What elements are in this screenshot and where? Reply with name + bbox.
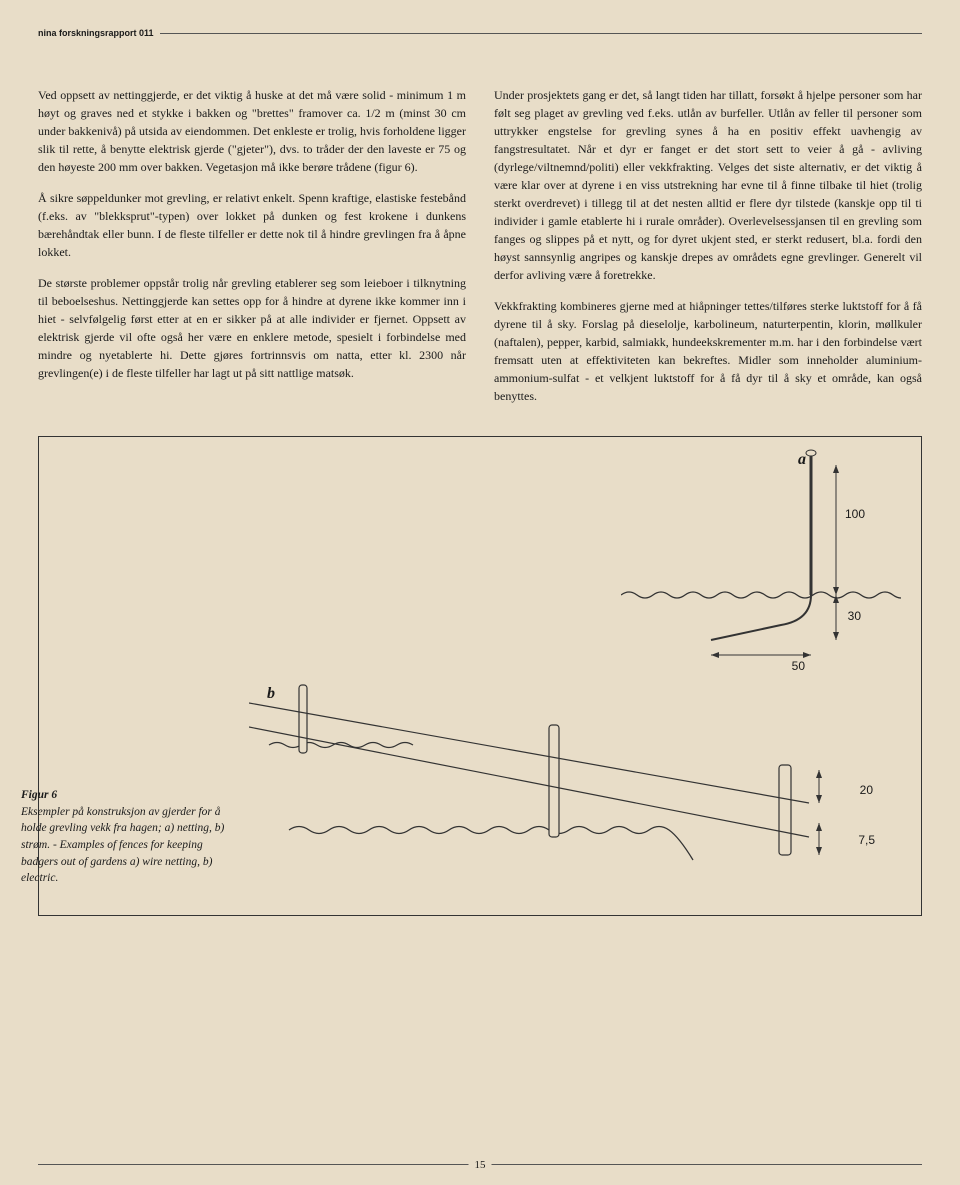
diagram-b	[249, 665, 909, 905]
dimension-100: 100	[845, 507, 865, 521]
page-header: nina forskningsrapport 011	[38, 28, 922, 38]
dimension-20: 20	[860, 783, 873, 797]
report-id: nina forskningsrapport 011	[38, 28, 160, 38]
left-column: Ved oppsett av nettinggjerde, er det vik…	[38, 86, 466, 418]
page-number: 15	[469, 1159, 492, 1171]
paragraph: De største problemer oppstår trolig når …	[38, 274, 466, 382]
body-columns: Ved oppsett av nettinggjerde, er det vik…	[38, 86, 922, 418]
right-column: Under prosjektets gang er det, så langt …	[494, 86, 922, 418]
paragraph: Å sikre søppeldunker mot grevling, er re…	[38, 189, 466, 261]
dimension-30: 30	[848, 609, 861, 623]
paragraph: Ved oppsett av nettinggjerde, er det vik…	[38, 86, 466, 176]
header-rule	[160, 33, 922, 34]
paragraph: Under prosjektets gang er det, så langt …	[494, 86, 922, 284]
diagram-a	[621, 445, 901, 685]
figure-caption: Figur 6 Eksempler på konstruksjon av gje…	[21, 787, 226, 887]
figure-caption-text: Eksempler på konstruksjon av gjerder for…	[21, 806, 224, 885]
dimension-7-5: 7,5	[858, 833, 875, 847]
figure-title: Figur 6	[21, 789, 57, 801]
figure-6: a b 100 30 50	[38, 436, 922, 916]
paragraph: Vekkfrakting kombineres gjerne med at hi…	[494, 297, 922, 405]
